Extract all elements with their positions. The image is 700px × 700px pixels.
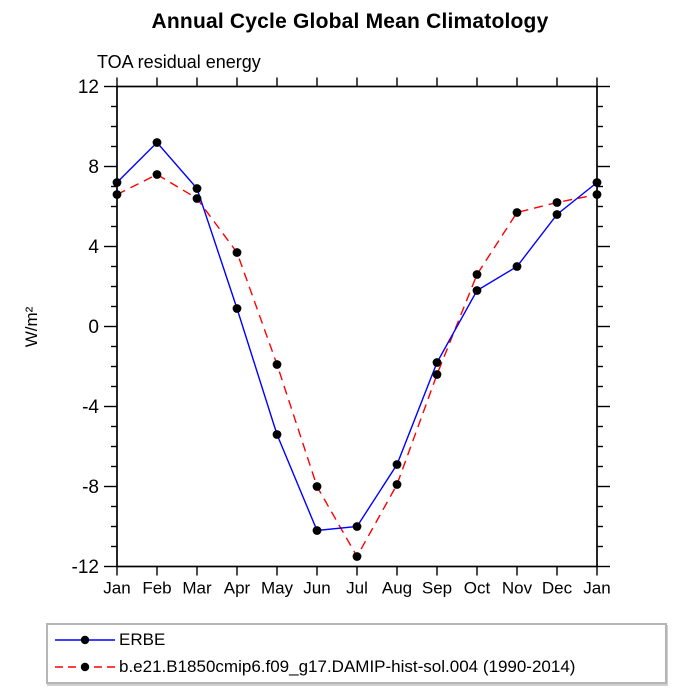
legend-line-sample-model — [55, 662, 115, 672]
data-point-marker — [592, 190, 602, 199]
data-point-marker — [472, 286, 482, 295]
y-tick-label: 8 — [88, 157, 99, 178]
y-tick-label: 4 — [88, 237, 99, 258]
data-point-marker — [472, 270, 482, 279]
data-point-marker — [552, 210, 562, 219]
data-point-marker — [112, 190, 122, 199]
x-tick-label: Jun — [303, 579, 330, 598]
data-point-marker — [152, 170, 162, 179]
data-point-marker — [512, 208, 522, 217]
data-point-marker — [512, 262, 522, 271]
data-point-marker — [352, 522, 362, 531]
data-point-marker — [552, 198, 562, 207]
x-tick-label: Oct — [464, 579, 491, 598]
legend-sample-marker — [80, 635, 90, 645]
x-tick-label: May — [261, 579, 294, 598]
y-tick-label: -4 — [82, 397, 99, 418]
x-tick-label: Dec — [542, 579, 573, 598]
x-tick-label: Aug — [382, 579, 412, 598]
data-point-marker — [232, 304, 242, 313]
legend-box: ERBE b.e21.B1850cmip6.f09_g17.DAMIP-hist… — [46, 623, 667, 684]
legend-item-model: b.e21.B1850cmip6.f09_g17.DAMIP-hist-sol.… — [53, 655, 665, 679]
data-point-marker — [232, 248, 242, 257]
data-point-marker — [592, 178, 602, 187]
data-point-marker — [192, 194, 202, 203]
legend-item-erbe: ERBE — [53, 628, 665, 652]
chart-subtitle: TOA residual energy — [97, 52, 261, 72]
data-point-marker — [312, 482, 322, 491]
x-tick-label: Jan — [103, 579, 130, 598]
legend-sample-marker — [80, 662, 90, 672]
data-point-marker — [272, 360, 282, 369]
chart-title: Annual Cycle Global Mean Climatology — [151, 10, 549, 33]
data-point-marker — [312, 526, 322, 535]
data-point-marker — [192, 184, 202, 193]
data-point-marker — [272, 430, 282, 439]
y-tick-label: 12 — [78, 77, 99, 98]
series-line-model — [116, 173, 598, 558]
x-tick-label: Nov — [502, 579, 533, 598]
legend-label-erbe: ERBE — [119, 630, 166, 649]
x-tick-label: Apr — [224, 579, 251, 598]
data-point-marker — [352, 552, 362, 561]
data-point-marker — [152, 138, 162, 147]
x-tick-label: Feb — [142, 579, 171, 598]
x-tick-label: Sep — [422, 579, 452, 598]
x-tick-label: Jul — [346, 579, 368, 598]
data-point-marker — [112, 178, 122, 187]
series-line-erbe — [116, 141, 598, 532]
y-tick-label: -12 — [72, 557, 99, 578]
data-point-marker — [392, 460, 402, 469]
data-point-marker — [392, 480, 402, 489]
legend-label-model: b.e21.B1850cmip6.f09_g17.DAMIP-hist-sol.… — [119, 657, 576, 676]
x-tick-label: Jan — [583, 579, 610, 598]
x-tick-label: Mar — [182, 579, 212, 598]
y-tick-label: 0 — [88, 317, 99, 338]
data-point-marker — [432, 358, 442, 367]
y-tick-label: -8 — [82, 477, 99, 498]
legend-line-sample-erbe — [55, 635, 115, 645]
data-point-marker — [432, 370, 442, 379]
axis-box — [116, 85, 598, 568]
